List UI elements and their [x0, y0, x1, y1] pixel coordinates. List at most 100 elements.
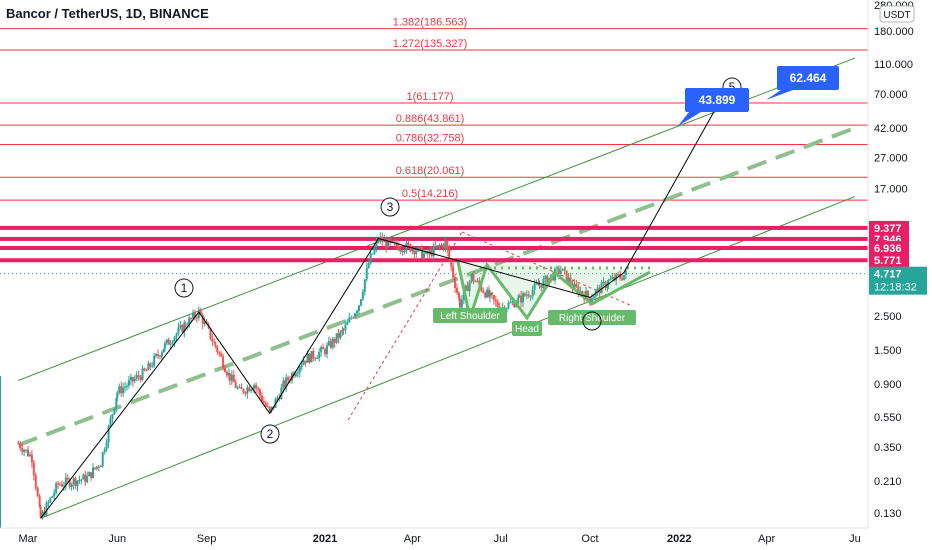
candle-body [257, 388, 260, 390]
candle-body [107, 426, 110, 443]
candle-body [535, 283, 538, 285]
candle-body [86, 476, 89, 483]
candle-body [113, 408, 116, 414]
y-tick-label: 27.000 [874, 152, 908, 164]
fib-label: 0.886(43.861) [396, 113, 465, 125]
x-tick-label: Oct [581, 533, 598, 545]
pattern-label-right: Right Shoulder [559, 313, 626, 324]
candle-body [171, 342, 174, 344]
candle-body [517, 297, 520, 304]
candle-body [432, 245, 435, 257]
candle-body [436, 245, 439, 248]
candle-body [197, 309, 200, 318]
candle-body [361, 292, 364, 300]
candle-body [97, 466, 100, 468]
candles-layer [17, 232, 627, 520]
candle-body [103, 449, 106, 453]
candle-body [369, 254, 372, 264]
x-tick-label: Sep [197, 533, 217, 545]
candle-body [280, 387, 283, 400]
candle-body [308, 353, 311, 363]
candle-body [49, 497, 52, 503]
candle-body [21, 448, 24, 452]
x-tick-label: Jun [108, 533, 126, 545]
candle-body [270, 406, 273, 411]
callout-pointer [678, 112, 701, 126]
candle-body [131, 376, 134, 382]
candle-body [596, 287, 599, 291]
candle-body [17, 443, 20, 445]
candle-body [389, 238, 392, 242]
candle-body [373, 247, 376, 254]
candle-body [363, 279, 366, 293]
candle-body [240, 387, 243, 389]
candle-body [190, 317, 193, 319]
pattern-label-box [433, 308, 507, 323]
candle-body [531, 289, 534, 297]
wave-label: 2 [267, 427, 274, 441]
candle-body [53, 492, 56, 497]
candle-body [157, 354, 160, 356]
candle-body [47, 502, 50, 504]
candle-body [359, 299, 362, 306]
resistance-price-tag [869, 240, 909, 255]
candle-body [285, 377, 288, 387]
candle-body [236, 387, 239, 389]
candle-body [268, 406, 271, 411]
candle-body [139, 376, 142, 380]
candle-body [27, 449, 29, 457]
candle-body [383, 239, 386, 242]
callout-label: 43.899 [699, 93, 736, 107]
candle-body [80, 479, 83, 481]
price-axis[interactable]: 280.000180.000110.00070.00042.00027.0001… [867, 0, 927, 528]
x-tick-label: Apr [758, 533, 775, 545]
candle-body [228, 373, 231, 381]
candle-body [195, 317, 198, 319]
candle-body [312, 350, 315, 359]
candle-body [57, 483, 60, 485]
candle-body [105, 442, 108, 450]
candle-body [111, 413, 114, 419]
candle-body [167, 339, 170, 345]
candle-body [300, 364, 303, 368]
candle-body [325, 345, 328, 355]
candle-body [354, 313, 357, 318]
candle-body [262, 401, 265, 403]
candle-body [224, 367, 227, 373]
candle-body [153, 355, 156, 366]
wave-circle [260, 424, 280, 444]
candle-body [538, 285, 541, 287]
candle-body [454, 277, 457, 288]
candle-body [460, 299, 463, 308]
callout-pointer [766, 90, 793, 100]
candle-body [179, 324, 182, 328]
candle-body [70, 484, 73, 487]
candle-body [30, 454, 33, 463]
y-tick-label: 70.000 [874, 89, 908, 101]
candle-body [523, 293, 526, 296]
candle-body [492, 295, 495, 300]
candle-body [276, 397, 279, 400]
candle-body [379, 236, 382, 241]
candle-body [188, 317, 191, 327]
candle-body [327, 341, 330, 346]
candle-body [621, 277, 623, 280]
candle-body [175, 333, 178, 338]
candle-body [137, 375, 140, 377]
candle-body [218, 351, 221, 354]
candle-body [575, 283, 578, 287]
channel-layer [0, 57, 856, 528]
candle-body [444, 240, 447, 248]
lower-channel-line [40, 196, 856, 519]
candle-body [356, 310, 359, 314]
candle-body [470, 274, 473, 282]
candle-body [624, 270, 627, 276]
candle-body [581, 291, 584, 295]
y-tick-label: 180.000 [874, 26, 914, 38]
candle-body [93, 467, 96, 469]
candle-body [365, 267, 368, 280]
candle-body [318, 351, 321, 358]
candle-body [36, 487, 39, 497]
time-axis[interactable]: Mar Jun Sep 2021 Apr Jul Oct 2022 Apr Ju [0, 527, 868, 545]
